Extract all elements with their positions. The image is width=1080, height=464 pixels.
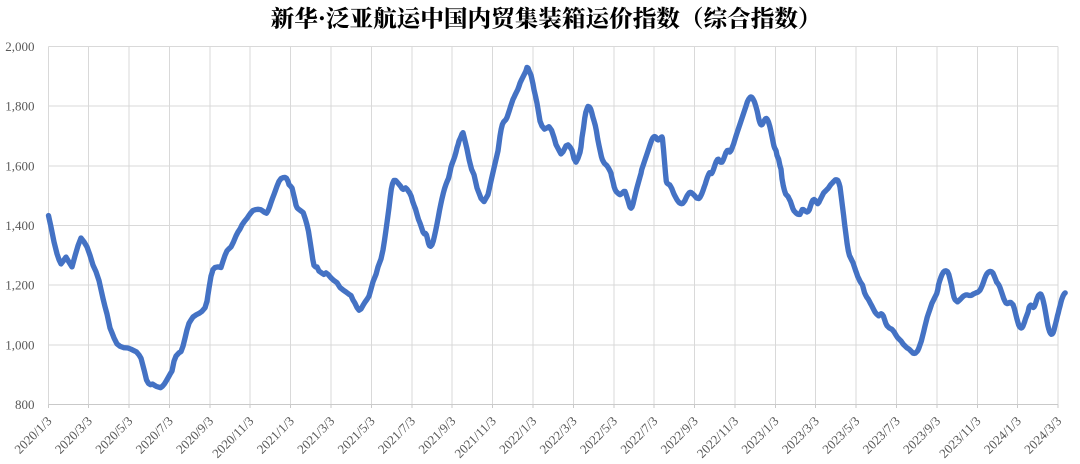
svg-text:1,800: 1,800 <box>5 99 34 114</box>
svg-text:1,000: 1,000 <box>5 337 34 352</box>
svg-text:800: 800 <box>15 397 35 412</box>
svg-text:1,200: 1,200 <box>5 278 34 293</box>
svg-text:1,600: 1,600 <box>5 158 34 173</box>
svg-text:2,000: 2,000 <box>5 39 34 54</box>
svg-text:1,400: 1,400 <box>5 218 34 233</box>
